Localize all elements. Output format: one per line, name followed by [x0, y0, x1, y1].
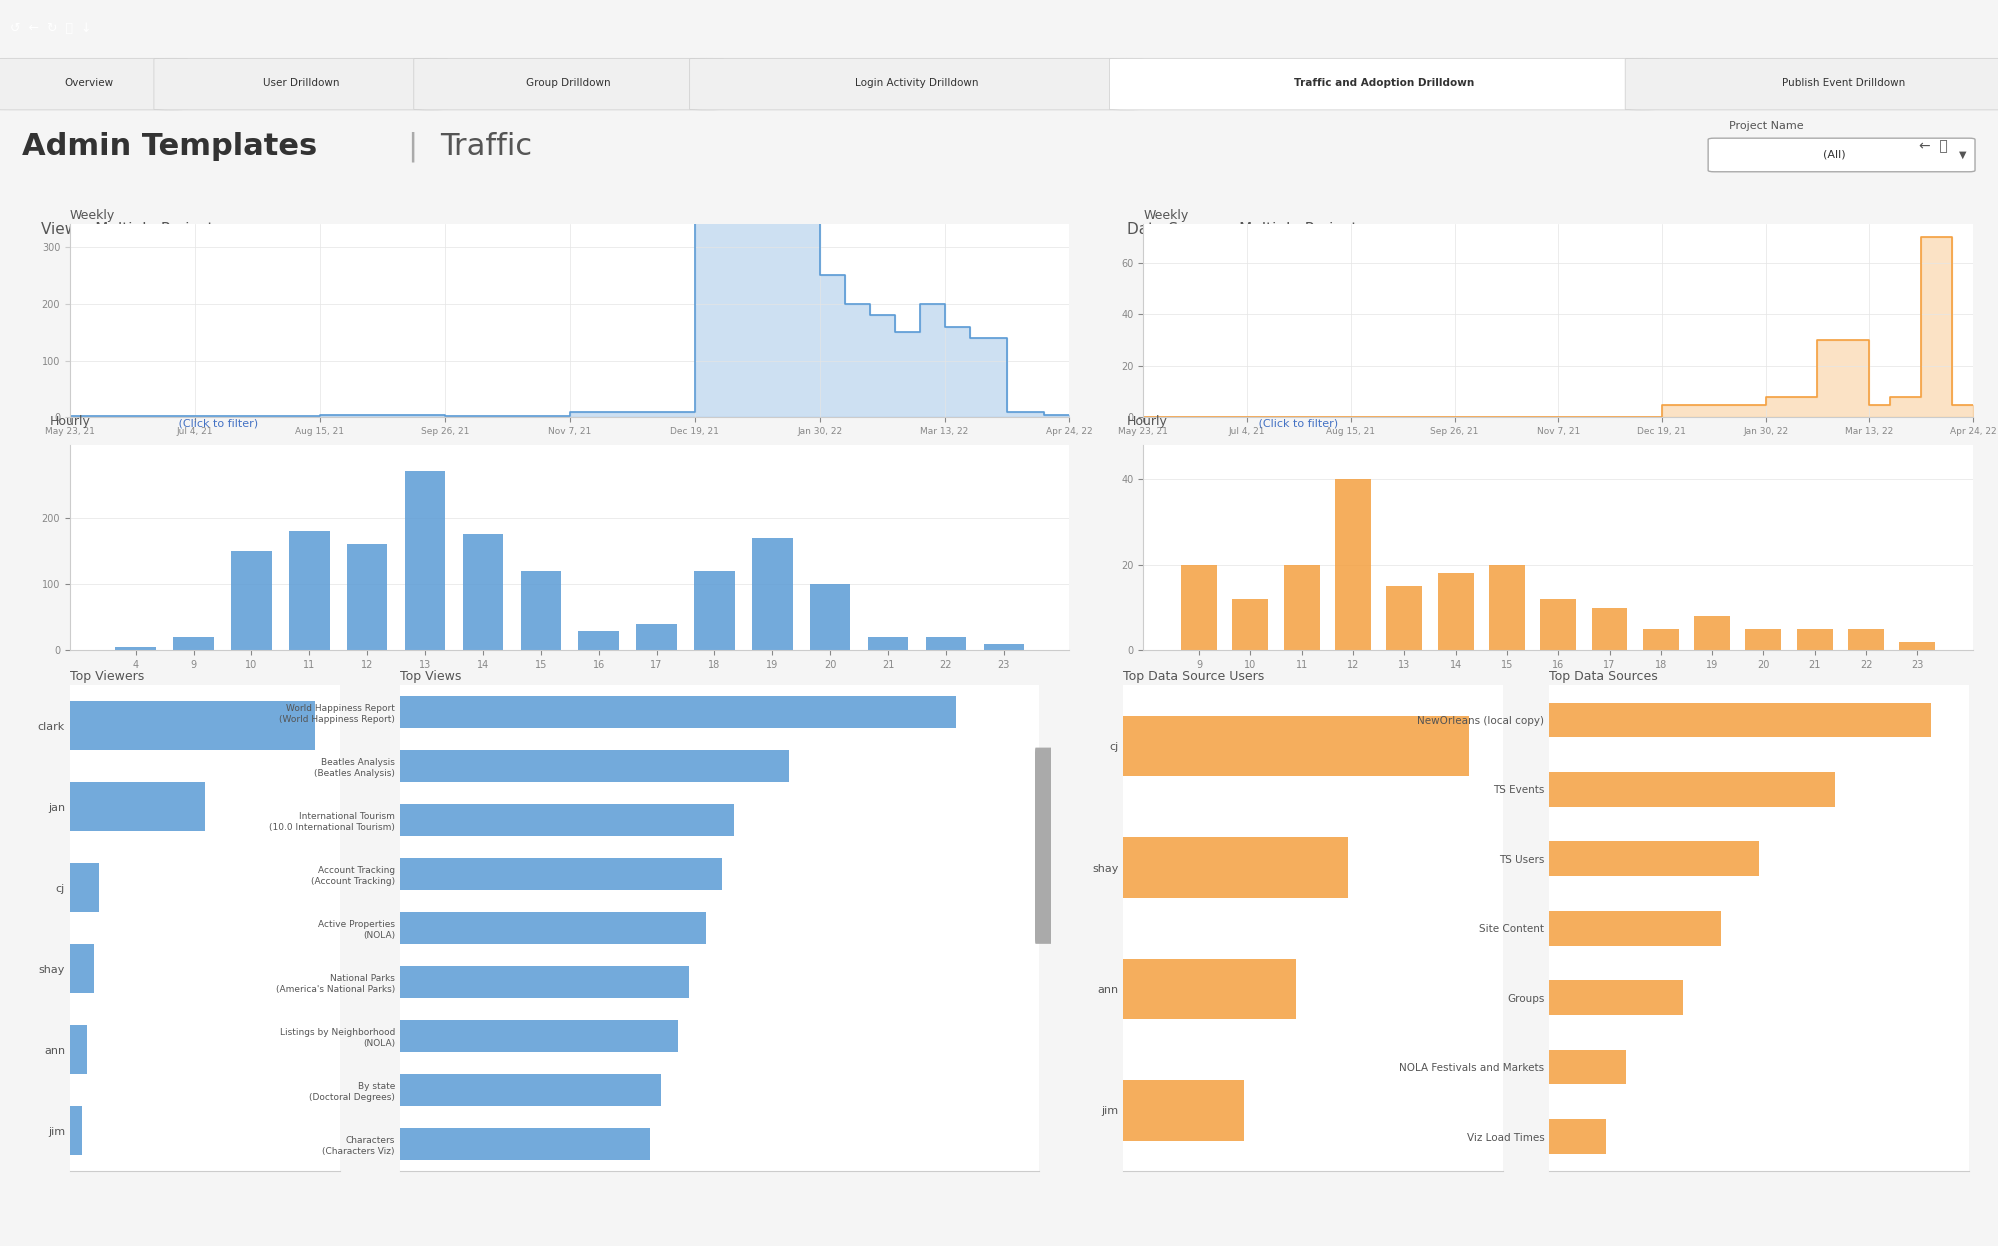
Bar — [116, 647, 156, 650]
Text: |: | — [408, 131, 418, 162]
Bar — [1548, 841, 1758, 876]
Bar — [1694, 617, 1728, 650]
Text: Hourly: Hourly — [1127, 415, 1167, 429]
FancyBboxPatch shape — [1109, 59, 1658, 110]
Bar — [1548, 981, 1682, 1015]
Bar — [1548, 1119, 1606, 1154]
Text: Overview: Overview — [64, 78, 114, 88]
Bar — [1548, 773, 1834, 807]
Bar — [400, 750, 789, 782]
Bar — [462, 535, 503, 650]
Bar — [809, 584, 849, 650]
Bar — [400, 858, 721, 891]
Text: Weekly: Weekly — [70, 209, 116, 222]
Bar — [404, 471, 446, 650]
Bar — [1123, 837, 1347, 898]
Bar — [1123, 958, 1295, 1019]
Bar — [400, 804, 733, 836]
Bar — [400, 966, 689, 998]
Bar — [70, 1106, 82, 1155]
Text: Group Drilldown: Group Drilldown — [525, 78, 611, 88]
Bar — [1548, 703, 1930, 738]
Text: (Click to filter): (Click to filter) — [1255, 419, 1339, 429]
Bar — [348, 545, 388, 650]
Bar — [1548, 911, 1720, 946]
Bar — [1283, 564, 1319, 650]
Bar — [1744, 629, 1780, 650]
FancyBboxPatch shape — [1624, 59, 1998, 110]
Bar — [577, 630, 619, 650]
FancyBboxPatch shape — [1706, 138, 1974, 172]
Bar — [925, 637, 965, 650]
Text: Admin Templates: Admin Templates — [22, 132, 318, 161]
Bar — [1489, 564, 1524, 650]
Text: (Click to filter): (Click to filter) — [176, 419, 258, 429]
Bar — [1796, 629, 1832, 650]
FancyBboxPatch shape — [414, 59, 723, 110]
Bar — [1387, 586, 1421, 650]
Bar — [983, 644, 1023, 650]
Text: (All): (All) — [1822, 150, 1844, 159]
Bar — [174, 637, 214, 650]
Text: Publish Event Drilldown: Publish Event Drilldown — [1782, 78, 1904, 88]
Text: Traffic and Adoption Drilldown: Traffic and Adoption Drilldown — [1293, 78, 1475, 88]
Bar — [1898, 642, 1934, 650]
Bar — [693, 571, 735, 650]
Bar — [400, 1074, 661, 1106]
Bar — [1590, 608, 1626, 650]
Bar — [400, 912, 705, 944]
Text: Top Viewers: Top Viewers — [70, 670, 144, 683]
Text: ←  ⓘ: ← ⓘ — [1918, 140, 1946, 153]
Bar — [400, 1128, 649, 1160]
Bar — [1123, 1080, 1243, 1141]
Text: Top Data Sources: Top Data Sources — [1548, 670, 1656, 683]
Bar — [1123, 715, 1469, 776]
Bar — [1437, 573, 1473, 650]
Bar — [1848, 629, 1882, 650]
Bar — [232, 551, 272, 650]
Bar — [70, 863, 100, 912]
Text: Traffic: Traffic — [440, 132, 531, 161]
Bar — [290, 531, 330, 650]
Bar — [1642, 629, 1678, 650]
Bar — [70, 944, 94, 993]
Text: Weekly: Weekly — [1143, 209, 1189, 222]
Bar — [519, 571, 561, 650]
Bar — [1548, 1049, 1624, 1084]
Text: Top Data Source Users: Top Data Source Users — [1123, 670, 1265, 683]
FancyBboxPatch shape — [1035, 748, 1051, 944]
Bar — [70, 701, 316, 750]
Text: Project Name: Project Name — [1728, 121, 1802, 131]
Text: ↺  ←  ↻  💾  ↓: ↺ ← ↻ 💾 ↓ — [10, 21, 92, 35]
Bar — [1233, 599, 1267, 650]
Bar — [400, 697, 955, 729]
Text: Data Sources: Multiple Projects: Data Sources: Multiple Projects — [1127, 222, 1365, 237]
Bar — [400, 1020, 677, 1053]
FancyBboxPatch shape — [0, 59, 188, 110]
Bar — [867, 637, 907, 650]
Bar — [751, 538, 791, 650]
Bar — [1335, 478, 1371, 650]
Text: ▼: ▼ — [1958, 150, 1966, 159]
Bar — [1181, 564, 1217, 650]
Bar — [1540, 599, 1574, 650]
Text: Views: Multiple Projects: Views: Multiple Projects — [42, 222, 222, 237]
Text: Top Views: Top Views — [400, 670, 462, 683]
Text: User Drilldown: User Drilldown — [262, 78, 340, 88]
Bar — [635, 624, 677, 650]
FancyBboxPatch shape — [154, 59, 448, 110]
Text: Login Activity Drilldown: Login Activity Drilldown — [855, 78, 977, 88]
Bar — [70, 1025, 88, 1074]
Bar — [70, 782, 206, 831]
Text: Hourly: Hourly — [50, 415, 90, 429]
FancyBboxPatch shape — [689, 59, 1143, 110]
